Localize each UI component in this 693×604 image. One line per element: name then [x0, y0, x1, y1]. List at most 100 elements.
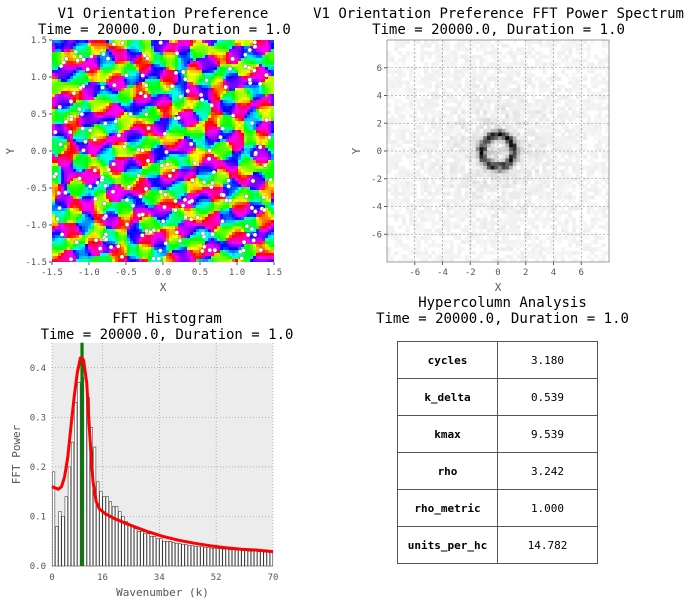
pinwheel-marker	[97, 246, 103, 251]
pinwheel-marker	[220, 219, 225, 224]
histogram-bar	[257, 551, 261, 567]
orientation-y-tick-label: -0.5	[25, 184, 47, 194]
fft-x-tick-label: -6	[409, 268, 420, 278]
orientation-x-tick-label: 1.0	[229, 268, 245, 278]
hypercolumn-key: cycles	[397, 341, 498, 379]
orientation-x-tick-label: -1.0	[78, 268, 100, 278]
pinwheel-marker	[169, 83, 175, 89]
histogram-x-tick-label: 70	[268, 573, 279, 583]
fft-x-tick-label: -4	[437, 268, 448, 278]
fft-y-tick-label: 6	[377, 64, 382, 74]
hypercolumn-key: rho_metric	[397, 489, 498, 527]
orientation-map-image	[52, 40, 274, 262]
orientation-title-line1: V1 Orientation Preference	[57, 6, 269, 22]
pinwheel-marker	[53, 171, 59, 177]
pinwheel-marker	[181, 69, 186, 75]
pinwheel-marker	[151, 256, 156, 261]
fft-histogram-plot: 0 16 34 52 70 0.0 0.1 0.2 0.3 0.4 Wavenumber (k) FF…	[10, 342, 278, 599]
histogram-bar	[190, 545, 195, 567]
pinwheel-marker	[145, 56, 150, 61]
pinwheel-marker	[227, 198, 233, 203]
pinwheel-marker	[257, 81, 263, 87]
orientation-x-tick-label: -1.5	[41, 268, 63, 278]
fft-title: V1 Orientation Preference FFT Power Spec…	[306, 6, 691, 38]
hypercolumn-row: kmax 9.539	[397, 415, 598, 453]
histogram-bar	[263, 551, 267, 567]
pinwheel-marker	[58, 63, 64, 69]
pinwheel-marker	[81, 148, 86, 153]
orientation-x-axis-label: X	[160, 281, 167, 294]
histogram-bar	[235, 549, 239, 567]
histogram-bar	[241, 550, 245, 567]
pinwheel-marker	[183, 214, 188, 220]
pinwheel-marker	[140, 233, 145, 238]
pinwheel-marker	[264, 72, 269, 78]
histogram-y-tick-label: 0.3	[30, 413, 46, 423]
pinwheel-marker	[158, 40, 163, 45]
fft-frame	[386, 39, 610, 263]
fft-x-tick-label: 0	[495, 268, 500, 278]
orientation-y-tick-label: 0.0	[31, 147, 47, 157]
pinwheel-marker	[122, 144, 127, 150]
pinwheel-marker	[103, 183, 108, 189]
pinwheel-marker	[198, 92, 204, 98]
pinwheel-marker	[218, 134, 223, 140]
pinwheel-marker	[227, 66, 233, 72]
pinwheel-marker	[162, 131, 168, 137]
pinwheel-marker	[211, 170, 217, 175]
histogram-bar	[156, 538, 160, 567]
pinwheel-marker	[221, 192, 226, 198]
pinwheel-marker	[56, 190, 61, 196]
pinwheel-marker	[138, 90, 144, 96]
pinwheel-marker	[189, 198, 195, 204]
histogram-bar	[93, 446, 97, 567]
pinwheel-marker	[230, 56, 235, 62]
pinwheel-marker	[68, 99, 74, 104]
histogram-bar	[127, 523, 131, 567]
fft-x-tick-label: 4	[551, 268, 556, 278]
histogram-bar	[197, 545, 201, 567]
hypercolumn-value: 3.180	[497, 341, 598, 379]
histogram-bar	[225, 548, 229, 567]
fft-x-axis-label: X	[495, 281, 502, 294]
hypercolumn-row: units_per_hc 14.782	[397, 526, 598, 564]
fft-y-tick-label: -4	[371, 203, 382, 213]
pinwheel-marker	[78, 85, 83, 91]
pinwheel-marker	[173, 70, 179, 76]
orientation-y-tick-label: 0.5	[31, 110, 47, 120]
pinwheel-marker	[262, 207, 267, 213]
pinwheel-marker	[230, 113, 236, 118]
pinwheel-marker	[103, 213, 109, 219]
histogram-bar	[108, 501, 112, 567]
pinwheel-marker	[209, 184, 214, 190]
hypercolumn-title-line1: Hypercolumn Analysis	[418, 295, 587, 311]
hypercolumn-row: cycles 3.180	[397, 341, 598, 379]
pinwheel-marker	[210, 180, 215, 186]
pinwheel-marker	[61, 60, 66, 65]
pinwheel-marker	[53, 129, 58, 135]
pinwheel-marker	[112, 82, 117, 88]
pinwheel-marker	[245, 232, 251, 238]
histogram-bar	[52, 471, 56, 567]
histogram-bar	[168, 540, 172, 567]
histogram-y-axis-label: FFT Power	[10, 424, 23, 484]
hypercolumn-row: rho 3.242	[397, 452, 598, 490]
histogram-bar	[260, 551, 264, 567]
histogram-bar	[187, 544, 191, 567]
histogram-bar	[115, 506, 119, 567]
histogram-bar	[200, 546, 204, 567]
pinwheel-marker	[128, 111, 133, 117]
histogram-axes: 0 16 34 52 70 0.0 0.1 0.2 0.3 0.4 Wavenumber (k) FF…	[10, 364, 278, 599]
pinwheel-marker	[144, 228, 149, 234]
fft-x-tick-label: 6	[579, 268, 584, 278]
pinwheel-marker	[249, 226, 255, 232]
hypercolumn-value: 14.782	[497, 526, 598, 564]
pinwheel-marker	[241, 239, 247, 245]
histogram-bar	[77, 382, 81, 567]
pinwheel-marker	[207, 247, 213, 253]
histogram-bar	[146, 533, 150, 567]
pinwheel-marker	[183, 76, 188, 82]
hypercolumn-table: cycles 3.180 k_delta 0.539 kmax 9.539 rho 3.242…	[397, 341, 598, 564]
pinwheel-marker	[212, 247, 218, 253]
